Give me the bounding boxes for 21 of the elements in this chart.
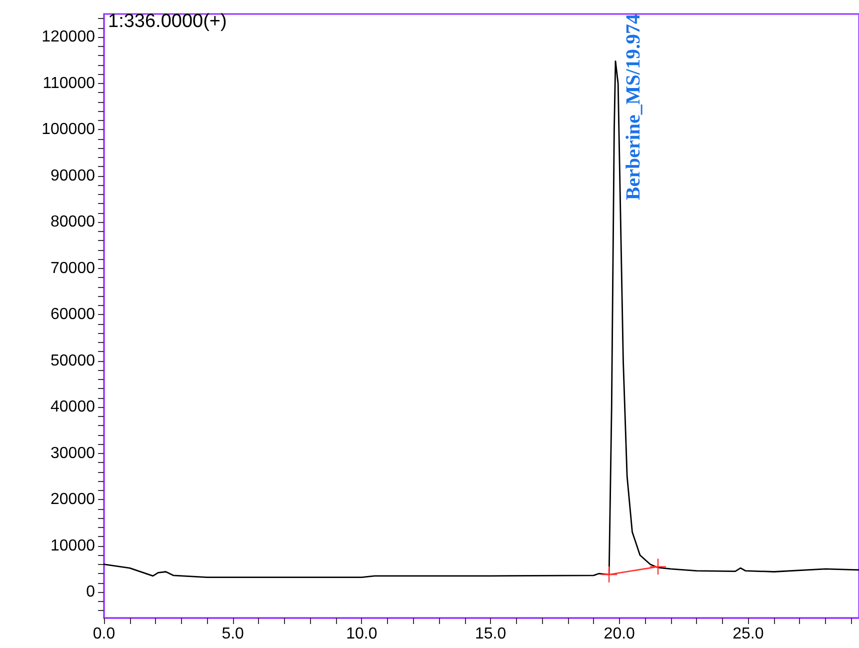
x-tick-label: 15.0 <box>474 626 506 642</box>
y-tick-label: 40000 <box>50 398 96 416</box>
annotation: 1:336.0000(+) <box>108 11 227 32</box>
y-tick-label: 110000 <box>42 74 96 92</box>
y-tick-label: 80000 <box>50 214 96 231</box>
y-tick-label: 70000 <box>50 260 96 277</box>
x-tick-label: 20.0 <box>604 626 636 642</box>
y-tick-label: 100000 <box>42 121 96 138</box>
y-tick-label: 10000 <box>50 537 96 554</box>
y-tick-label: 90000 <box>50 167 96 184</box>
annotation: Berberine_MS/19.974 <box>622 14 644 200</box>
x-tick-label: 0.0 <box>92 626 116 642</box>
x-tick-label: 10.0 <box>346 626 378 642</box>
y-tick-label: 120000 <box>42 28 96 46</box>
x-tick-label: 5.0 <box>222 626 244 642</box>
y-tick-label: 0 <box>86 584 96 601</box>
y-tick-label: 30000 <box>50 444 96 462</box>
y-tick-label: 20000 <box>50 491 96 508</box>
x-tick-label: 25.0 <box>732 626 764 642</box>
y-tick-label: 60000 <box>50 306 96 324</box>
y-tick-label: 50000 <box>50 352 96 370</box>
